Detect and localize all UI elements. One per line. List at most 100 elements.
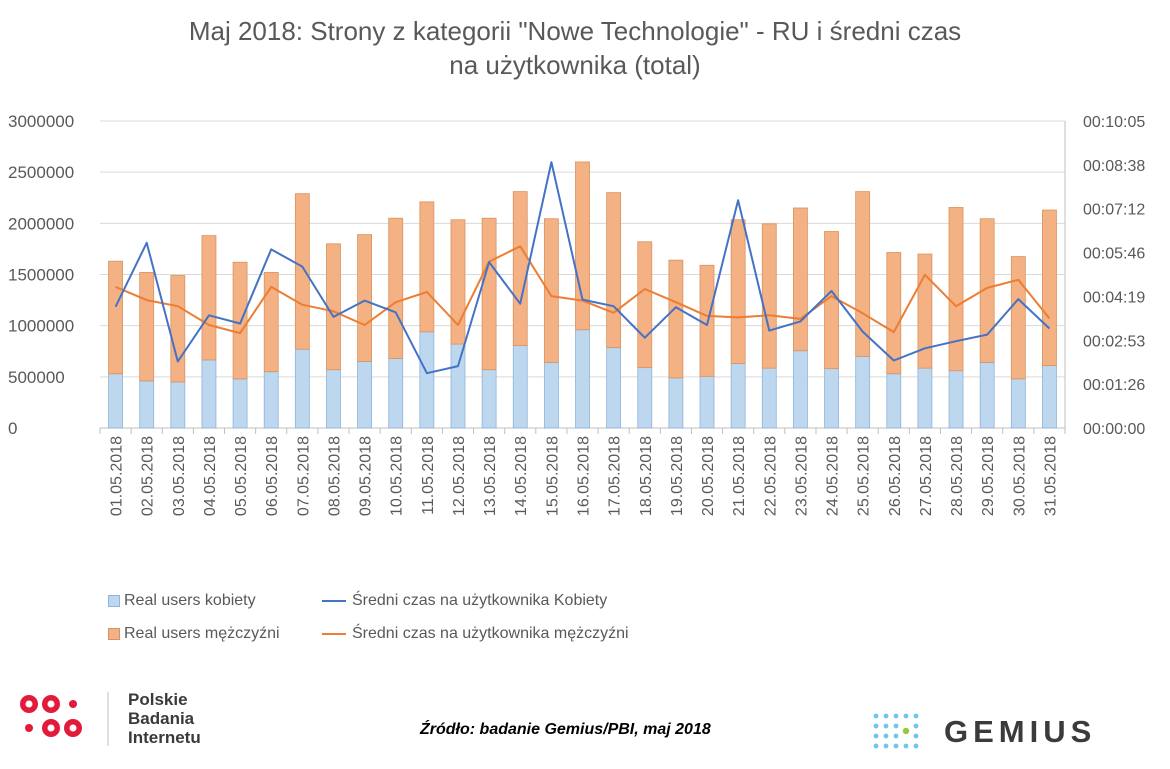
bar-mezczyzni bbox=[512, 191, 528, 347]
bar-kobiety bbox=[294, 348, 310, 429]
bar-mezczyzni bbox=[108, 260, 123, 375]
y-right-tick-label: 00:07:12 bbox=[1083, 202, 1145, 219]
x-tick-label: 04.05.2018 bbox=[202, 436, 219, 516]
x-tick-label: 28.05.2018 bbox=[949, 436, 966, 516]
bar-mezczyzni bbox=[450, 219, 466, 345]
x-tick-label: 24.05.2018 bbox=[825, 436, 842, 516]
bar-mezczyzni bbox=[263, 272, 279, 373]
legend-item-mezczyzni-bar: Real users mężczyźni bbox=[108, 625, 280, 643]
bar-kobiety bbox=[917, 367, 933, 429]
bar-mezczyzni bbox=[326, 243, 341, 371]
x-tick-label: 17.05.2018 bbox=[607, 436, 624, 516]
source-note: Źródło: badanie Gemius/PBI, maj 2018 bbox=[420, 721, 711, 738]
bar-kobiety bbox=[979, 362, 995, 429]
pbi-logo-text-line: Polskie bbox=[128, 690, 188, 709]
y-left-tick-label: 2500000 bbox=[8, 163, 74, 182]
x-tick-label: 06.05.2018 bbox=[264, 436, 281, 516]
bar-kobiety bbox=[730, 363, 746, 429]
bar-mezczyzni bbox=[201, 235, 217, 361]
bar-mezczyzni bbox=[481, 217, 497, 371]
y-left-tick-label: 500000 bbox=[8, 368, 65, 387]
y-right-tick-label: 00:02:53 bbox=[1083, 333, 1145, 350]
bar-kobiety bbox=[699, 375, 715, 429]
y-right-tick-label: 00:01:26 bbox=[1083, 377, 1145, 394]
bar-kobiety bbox=[1042, 365, 1057, 429]
bar-mezczyzni bbox=[1010, 256, 1026, 380]
bar-kobiety bbox=[824, 368, 839, 429]
bar-kobiety bbox=[108, 373, 123, 429]
bar-mezczyzni bbox=[979, 218, 995, 363]
x-tick-label: 30.05.2018 bbox=[1011, 436, 1028, 516]
pbi-logo-text: Polskie Badania Internetu bbox=[128, 690, 201, 747]
y-right-tick-label: 00:05:46 bbox=[1083, 246, 1145, 263]
x-tick-label: 08.05.2018 bbox=[326, 436, 343, 516]
legend-label-mezczyzni-line: Średni czas na użytkownika mężczyźni bbox=[352, 625, 629, 642]
bar-mezczyzni bbox=[1042, 209, 1057, 366]
legend-swatch-mezczyzni-bar bbox=[108, 627, 120, 640]
x-tick-label: 01.05.2018 bbox=[109, 436, 126, 516]
bar-mezczyzni bbox=[668, 259, 684, 379]
bar-mezczyzni bbox=[793, 207, 808, 352]
gemius-logo-text: GEMIUS bbox=[944, 714, 1097, 749]
bar-kobiety bbox=[201, 359, 217, 429]
legend-swatch-kobiety-bar bbox=[108, 594, 120, 607]
legend-item-kobiety-line: Średni czas na użytkownika Kobiety bbox=[322, 592, 607, 610]
bar-kobiety bbox=[886, 373, 902, 429]
bar-kobiety bbox=[232, 378, 248, 429]
x-tick-label: 12.05.2018 bbox=[451, 436, 468, 516]
bar-mezczyzni bbox=[543, 218, 559, 363]
x-tick-label: 20.05.2018 bbox=[700, 436, 717, 516]
bar-kobiety bbox=[450, 343, 466, 429]
y-left-tick-label: 2000000 bbox=[8, 214, 74, 233]
legend-swatch-kobiety-line bbox=[322, 599, 346, 602]
x-tick-label: 05.05.2018 bbox=[233, 436, 250, 516]
bar-mezczyzni bbox=[232, 261, 248, 380]
x-tick-label: 02.05.2018 bbox=[140, 436, 157, 516]
bar-kobiety bbox=[761, 367, 777, 429]
bar-mezczyzni bbox=[886, 252, 902, 375]
legend-item-mezczyzni-line: Średni czas na użytkownika mężczyźni bbox=[322, 625, 629, 643]
x-tick-label: 19.05.2018 bbox=[669, 436, 686, 516]
x-tick-label: 26.05.2018 bbox=[887, 436, 904, 516]
legend-swatch-mezczyzni-line bbox=[322, 632, 346, 635]
bar-mezczyzni bbox=[139, 272, 155, 382]
x-tick-label: 11.05.2018 bbox=[420, 436, 437, 515]
combo-chart: 3000000 2500000 2000000 1500000 1000000 50000… bbox=[8, 112, 1145, 516]
bar-kobiety bbox=[575, 329, 590, 429]
bar-kobiety bbox=[388, 358, 404, 429]
bar-mezczyzni bbox=[761, 223, 777, 369]
bar-mezczyzni bbox=[730, 219, 746, 364]
bar-mezczyzni bbox=[575, 161, 590, 331]
bar-kobiety bbox=[793, 350, 808, 429]
x-tick-label: 29.05.2018 bbox=[980, 436, 997, 516]
bar-kobiety bbox=[855, 355, 871, 429]
line-sredni-czas-kobiety bbox=[114, 161, 1051, 375]
bar-kobiety bbox=[263, 371, 279, 429]
x-tick-label: 16.05.2018 bbox=[576, 436, 593, 516]
bar-kobiety bbox=[357, 361, 372, 429]
bar-mezczyzni bbox=[388, 217, 404, 359]
bar-kobiety bbox=[481, 369, 497, 429]
bar-kobiety bbox=[139, 380, 155, 429]
chart-title-line2: na użytkownika (total) bbox=[449, 50, 701, 80]
x-tick-label: 21.05.2018 bbox=[731, 436, 748, 516]
y-left-tick-label: 0 bbox=[8, 419, 17, 438]
bar-mezczyzni bbox=[637, 241, 653, 369]
x-tick-label: 14.05.2018 bbox=[513, 436, 530, 516]
x-tick-label: 10.05.2018 bbox=[389, 436, 406, 516]
legend-label-kobiety-bar: Real users kobiety bbox=[124, 592, 256, 609]
x-tick-label: 31.05.2018 bbox=[1042, 436, 1059, 516]
y-right-tick-label: 00:04:19 bbox=[1083, 289, 1145, 306]
bar-kobiety bbox=[512, 345, 528, 429]
y-right-tick-label: 00:08:38 bbox=[1083, 158, 1145, 175]
y-left-tick-label: 1500000 bbox=[8, 266, 74, 285]
bar-mezczyzni bbox=[170, 275, 186, 383]
y-left-tick-label: 3000000 bbox=[8, 112, 74, 131]
x-tick-label: 27.05.2018 bbox=[918, 436, 935, 516]
bar-mezczyzni bbox=[294, 193, 310, 350]
x-tick-label: 03.05.2018 bbox=[171, 436, 188, 516]
chart-title-line1: Maj 2018: Strony z kategorii "Nowe Techn… bbox=[188, 16, 962, 46]
chart-title: Maj 2018: Strony z kategorii "Nowe Techn… bbox=[60, 14, 1090, 82]
x-tick-label: 15.05.2018 bbox=[544, 436, 561, 516]
x-tick-label: 09.05.2018 bbox=[358, 436, 375, 516]
